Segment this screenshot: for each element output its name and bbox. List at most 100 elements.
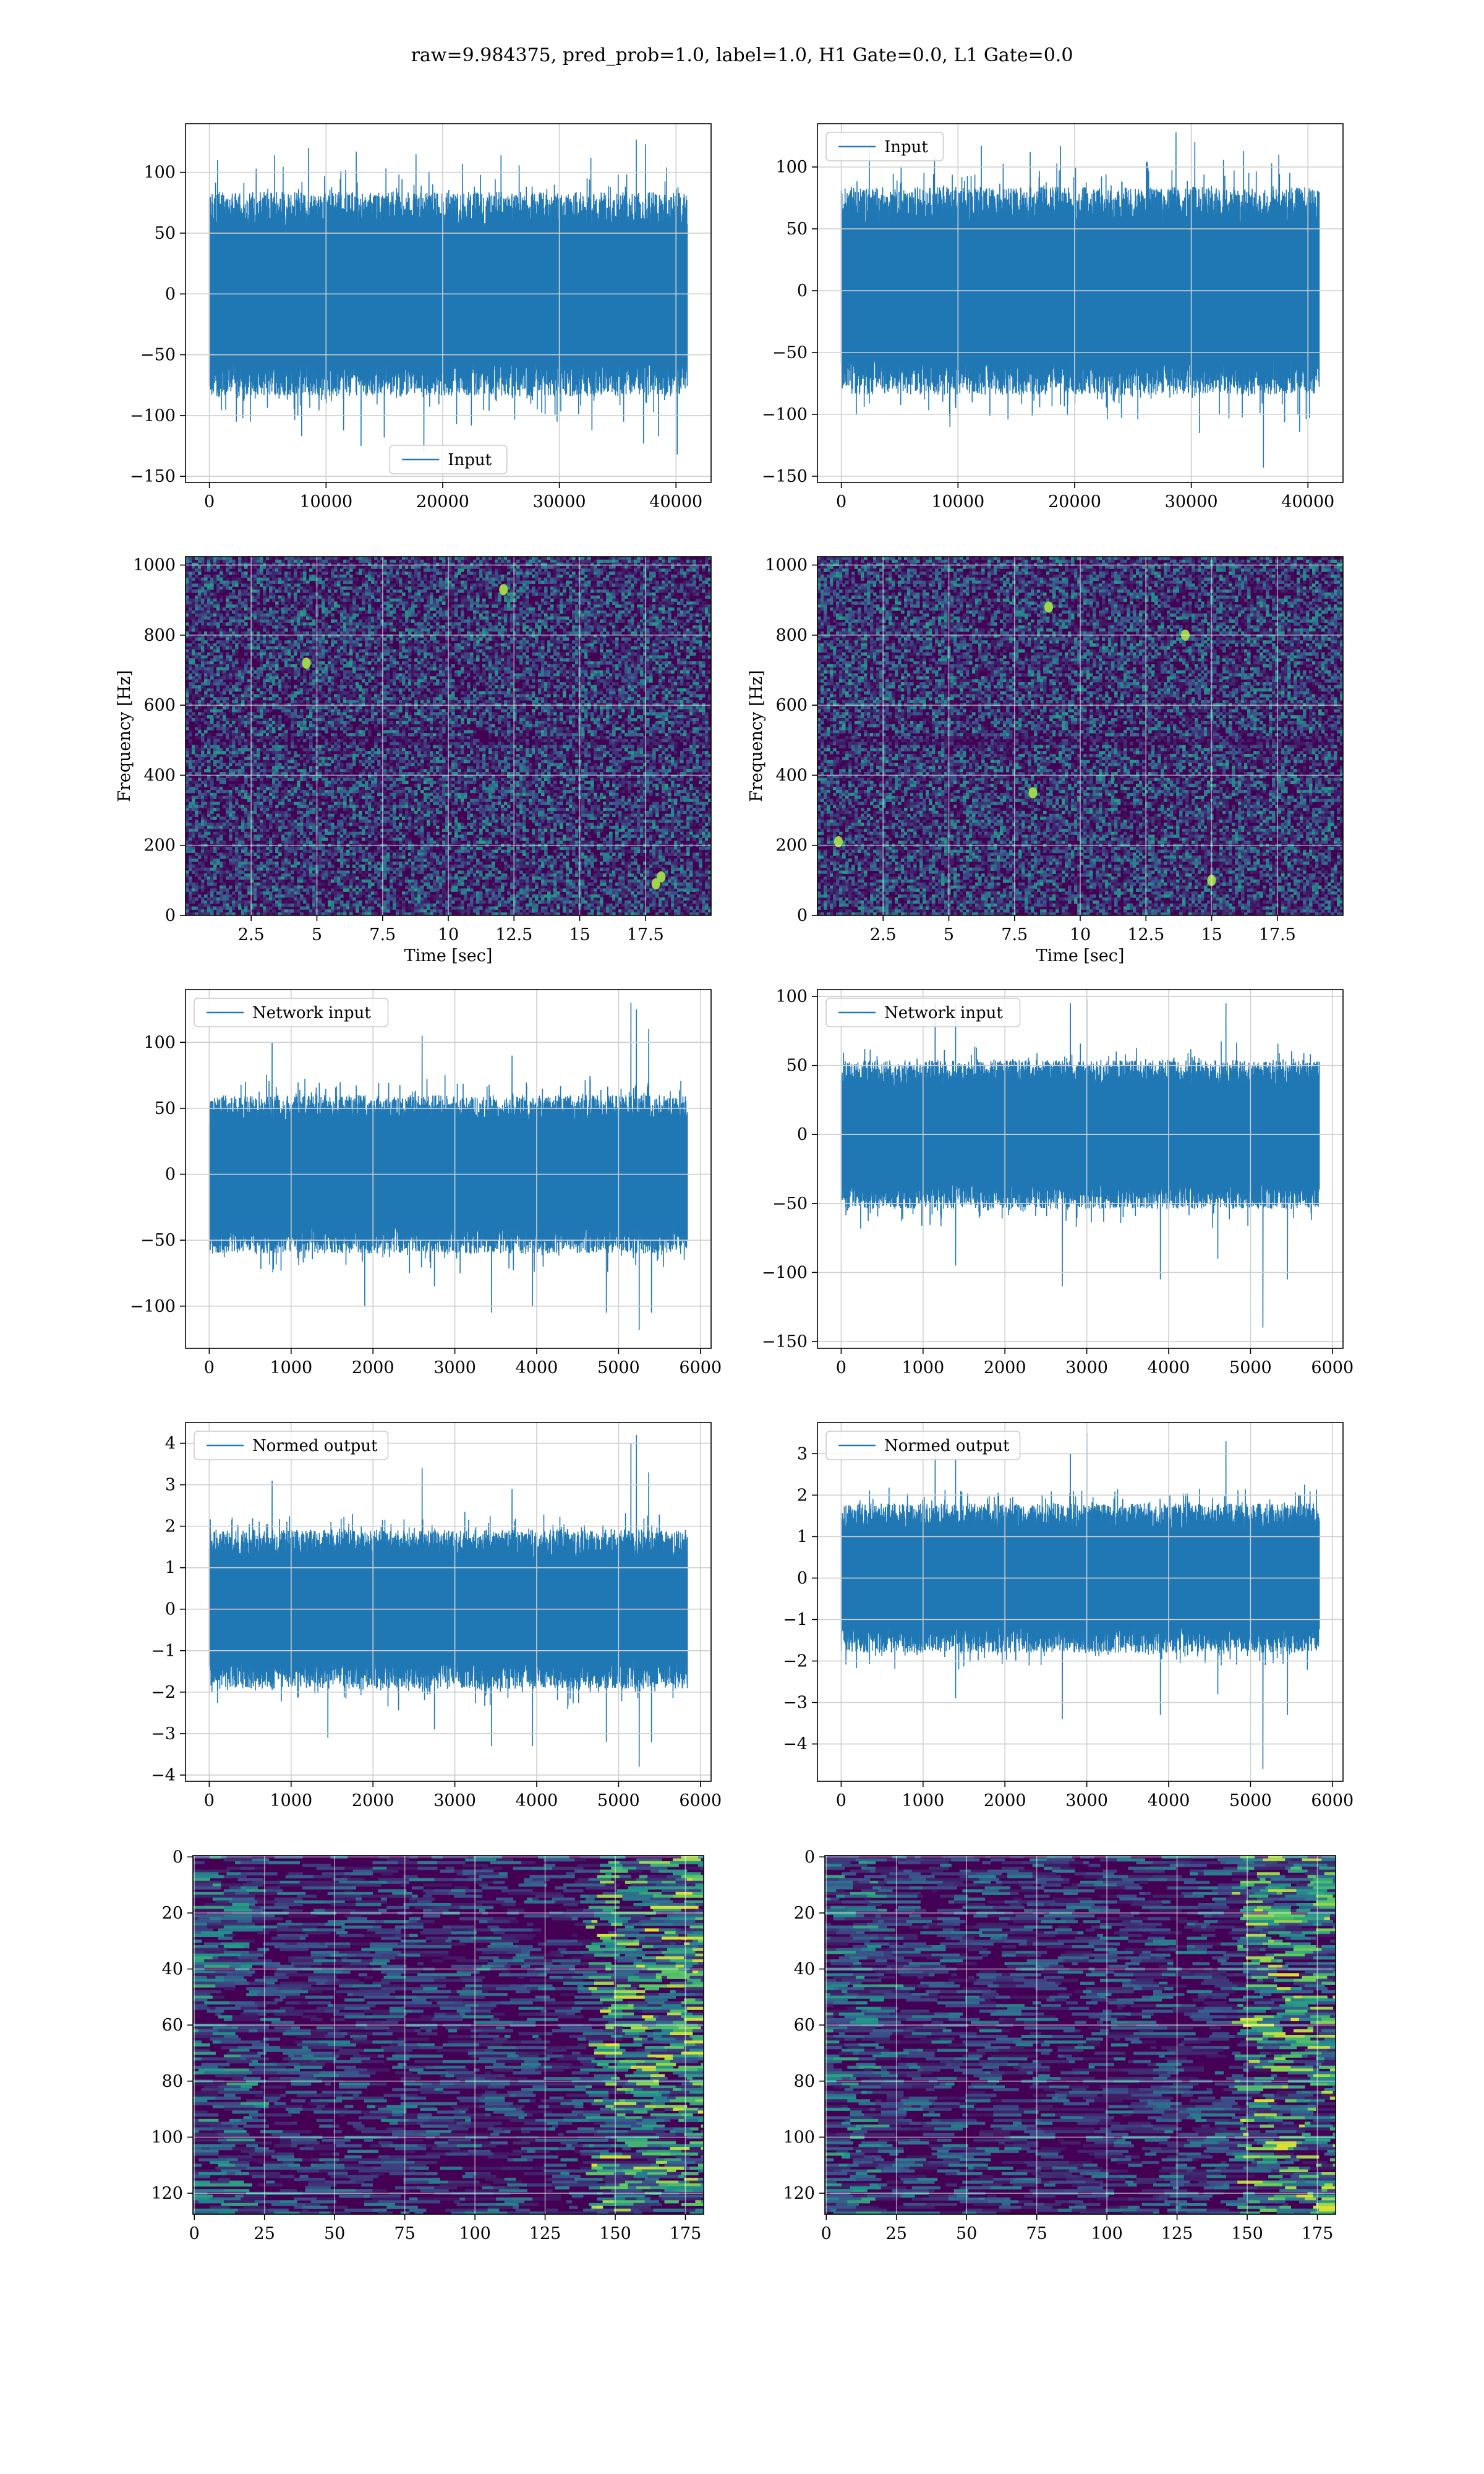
y-tick-label: 0: [797, 281, 808, 301]
y-tick-label: 60: [794, 2016, 815, 2035]
x-tick-label: 2.5: [870, 925, 897, 944]
x-tick-label: 2000: [352, 1358, 394, 1377]
x-tick-label: 100: [459, 2224, 491, 2243]
x-tick-label: 3000: [433, 1791, 476, 1810]
hotspot: [1029, 787, 1038, 798]
x-tick-label: 1000: [270, 1358, 312, 1377]
legend-label: Normed output: [884, 1437, 1010, 1455]
x-tick-label: 6000: [1311, 1791, 1354, 1810]
x-tick-label: 0: [204, 492, 215, 511]
x-tick-label: 2000: [984, 1358, 1026, 1377]
x-tick-label: 12.5: [495, 925, 532, 944]
x-tick-label: 150: [1231, 2224, 1263, 2243]
y-tick-label: −1: [783, 1610, 808, 1629]
y-tick-label: 50: [787, 220, 808, 239]
x-tick-label: 25: [254, 2224, 275, 2243]
x-tick-label: 30000: [1165, 492, 1218, 511]
legend-label: Normed output: [252, 1437, 378, 1455]
hotspot: [1044, 602, 1053, 613]
y-tick-label: 120: [783, 2184, 815, 2203]
y-tick-label: 80: [162, 2072, 183, 2091]
x-tick-label: 125: [1161, 2224, 1193, 2243]
x-tick-label: 30000: [533, 492, 586, 511]
y-axis-label: Frequency [Hz]: [747, 670, 766, 802]
y-tick-label: 100: [143, 1033, 176, 1052]
y-tick-label: 100: [783, 2128, 815, 2147]
y-tick-label: 50: [155, 224, 176, 243]
x-tick-label: 10: [1070, 925, 1091, 944]
x-tick-label: 20000: [1048, 492, 1101, 511]
x-tick-label: 150: [599, 2224, 631, 2243]
y-tick-label: −100: [130, 1297, 176, 1316]
hotspot: [302, 657, 311, 669]
hotspot: [499, 584, 508, 595]
y-tick-label: 50: [787, 1056, 808, 1076]
x-tick-label: 175: [670, 2224, 702, 2243]
x-tick-label: 40000: [1281, 492, 1334, 511]
y-tick-label: 600: [143, 696, 176, 715]
y-tick-label: 1000: [765, 556, 808, 575]
y-tick-label: −50: [772, 343, 808, 362]
x-tick-label: 4000: [516, 1358, 558, 1377]
y-tick-label: 0: [165, 285, 176, 304]
heatmap-image: [193, 1856, 730, 2215]
heatmap-image: [825, 1856, 1364, 2215]
x-tick-label: 50: [956, 2224, 977, 2243]
chart-panel-3: 2.5 5 7.5 10 12.5 15 17.502004006008001000Time…: [115, 556, 712, 965]
x-tick-label: 5: [312, 925, 322, 944]
x-tick-label: 0: [836, 492, 846, 511]
y-tick-label: 0: [797, 906, 808, 925]
y-tick-label: −3: [151, 1724, 176, 1744]
x-tick-label: 5000: [597, 1791, 640, 1810]
x-tick-label: 0: [189, 2224, 200, 2243]
y-tick-label: −150: [130, 467, 176, 486]
y-tick-label: 400: [143, 766, 176, 785]
y-tick-label: 3: [797, 1444, 808, 1463]
chart-panel-2: 0 10000 20000 30000 40000−150−100−50050100In…: [762, 124, 1343, 511]
y-tick-label: −150: [762, 467, 808, 486]
y-tick-label: 400: [775, 766, 808, 785]
chart-panel-5: 0 1000 2000 3000 4000 5000 6000−100−50050100Ne…: [130, 990, 722, 1377]
y-tick-label: 20: [794, 1904, 815, 1923]
y-tick-label: −50: [140, 346, 176, 365]
x-tick-label: 17.5: [1259, 925, 1296, 944]
legend-label: Network input: [884, 1004, 1003, 1022]
x-tick-label: 4000: [1148, 1358, 1190, 1377]
y-tick-label: 100: [775, 987, 808, 1006]
x-tick-label: 7.5: [1001, 925, 1028, 944]
y-tick-label: 0: [797, 1125, 808, 1144]
legend: Normed output: [194, 1431, 388, 1460]
legend-label: Input: [448, 451, 492, 469]
y-tick-label: −2: [151, 1683, 176, 1702]
x-tick-label: 75: [1026, 2224, 1047, 2243]
y-tick-label: 200: [143, 836, 176, 855]
x-tick-label: 0: [836, 1358, 846, 1377]
y-tick-label: 0: [804, 1847, 815, 1867]
legend: Network input: [194, 998, 388, 1027]
legend-label: Network input: [252, 1004, 371, 1022]
y-tick-label: −150: [762, 1332, 808, 1351]
y-tick-label: 800: [775, 626, 808, 645]
y-tick-label: −1: [151, 1641, 176, 1661]
x-tick-label: 10: [438, 925, 459, 944]
y-tick-label: 100: [143, 163, 176, 182]
x-tick-label: 75: [394, 2224, 415, 2243]
legend-label: Input: [884, 138, 928, 156]
y-tick-label: 1000: [133, 556, 176, 575]
x-tick-label: 2000: [352, 1791, 394, 1810]
x-tick-label: 5000: [597, 1358, 640, 1377]
y-tick-label: 4: [165, 1434, 176, 1453]
y-tick-label: −4: [783, 1735, 808, 1754]
x-tick-label: 3000: [1065, 1791, 1108, 1810]
x-tick-label: 125: [529, 2224, 561, 2243]
x-axis-label: Time [sec]: [404, 946, 493, 965]
x-tick-label: 10000: [299, 492, 352, 511]
chart-panel-6: 0 1000 2000 3000 4000 5000 6000−150−100−500501…: [762, 987, 1354, 1377]
y-tick-label: −2: [783, 1652, 808, 1671]
y-tick-label: 20: [162, 1904, 183, 1923]
x-tick-label: 0: [836, 1791, 846, 1810]
y-tick-label: 80: [794, 2072, 815, 2091]
